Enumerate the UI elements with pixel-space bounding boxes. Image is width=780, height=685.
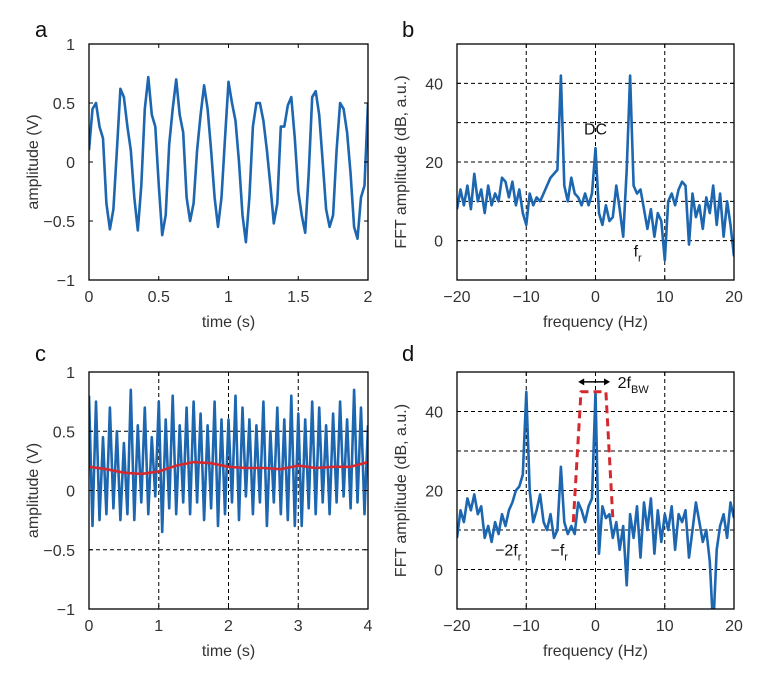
annotation-text: f: [634, 243, 639, 260]
annotation: −fr: [550, 543, 568, 564]
y-tick-label: 40: [425, 76, 443, 93]
y-tick-label: −1: [57, 273, 75, 290]
annotation-text: DC: [584, 121, 607, 138]
annotation-subscript: r: [638, 252, 642, 264]
y-tick-label: 1: [66, 37, 75, 54]
x-tick-label: 0: [85, 289, 94, 306]
y-axis-label: amplitude (V): [25, 443, 42, 538]
x-tick-label: 4: [364, 618, 373, 635]
data-series-line: [457, 390, 734, 609]
arrow-head-right-icon: [604, 378, 611, 386]
x-tick-label: 1: [224, 289, 233, 306]
y-tick-label: 0: [434, 234, 443, 251]
y-tick-label: 0.5: [53, 424, 75, 441]
panel-a: 0 0.5 1 1.5 2 1 0.5 0 −0.5 −1 time (s) amplitude (V…: [25, 17, 373, 331]
annotation: −2fr: [495, 543, 522, 564]
y-tick-label: 40: [425, 405, 443, 422]
data-series-line: [89, 75, 368, 244]
annotation-text: −2f: [495, 543, 518, 560]
red-overlay-line: [89, 460, 368, 476]
data-series-line: [89, 388, 368, 534]
x-axis-label: frequency (Hz): [543, 314, 648, 331]
x-tick-label: 2: [224, 618, 233, 635]
data-series-line: [457, 74, 734, 262]
y-tick-label: 0.5: [53, 96, 75, 113]
y-tick-label: −1: [57, 602, 75, 619]
annotation-text: −f: [550, 543, 564, 560]
y-tick-label: 0: [66, 155, 75, 172]
y-tick-label: 0: [66, 484, 75, 501]
x-tick-label: 10: [656, 618, 674, 635]
annotation-subscript: BW: [631, 384, 649, 396]
x-tick-label: 2: [364, 289, 373, 306]
x-tick-label: 10: [656, 289, 674, 306]
y-tick-label: −0.5: [43, 543, 75, 560]
x-tick-label: 0: [591, 289, 600, 306]
x-tick-label: −20: [443, 618, 470, 635]
y-axis-label: FFT amplitude (dB, a.u.): [393, 404, 410, 577]
panel-d: −20 −10 0 10 20 40 20 0 frequency (Hz) FFT amplit…: [393, 341, 743, 660]
panel-letter: c: [35, 341, 46, 366]
x-tick-label: 0: [591, 618, 600, 635]
x-tick-label: −10: [513, 618, 540, 635]
y-axis-label: FFT amplitude (dB, a.u.): [393, 75, 410, 248]
x-tick-label: 0.5: [148, 289, 170, 306]
annotation-subscript: r: [564, 552, 568, 564]
red-overlay-line: [571, 390, 615, 523]
panel-letter: a: [35, 17, 48, 42]
x-axis-label: time (s): [202, 314, 255, 331]
x-axis-label: time (s): [202, 643, 255, 660]
x-tick-label: −20: [443, 289, 470, 306]
y-tick-label: 20: [425, 155, 443, 172]
y-tick-label: 0: [434, 563, 443, 580]
annotation-text: 2f: [618, 375, 632, 392]
x-tick-label: −10: [513, 289, 540, 306]
y-tick-label: 1: [66, 365, 75, 382]
annotation-subscript: r: [518, 552, 522, 564]
x-tick-label: 3: [294, 618, 303, 635]
x-tick-label: 0: [85, 618, 94, 635]
x-tick-label: 1: [154, 618, 163, 635]
panel-b: −20 −10 0 10 20 40 20 0 frequency (Hz) FFT amplit…: [393, 17, 743, 331]
annotation: 2fBW: [618, 375, 650, 396]
arrow-head-left-icon: [578, 378, 585, 386]
y-axis-label: amplitude (V): [25, 114, 42, 209]
x-tick-label: 20: [725, 289, 743, 306]
y-tick-label: 20: [425, 484, 443, 501]
x-axis-label: frequency (Hz): [543, 643, 648, 660]
y-tick-label: −0.5: [43, 214, 75, 231]
x-tick-label: 20: [725, 618, 743, 635]
annotation: fr: [634, 243, 642, 264]
annotation: DC: [584, 121, 607, 138]
panel-letter: b: [402, 17, 414, 42]
x-tick-label: 1.5: [287, 289, 309, 306]
panel-c: 0 1 2 3 4 1 0.5 0 −0.5 −1 time (s) amplitude (V) c: [25, 341, 373, 660]
panel-letter: d: [402, 341, 414, 366]
